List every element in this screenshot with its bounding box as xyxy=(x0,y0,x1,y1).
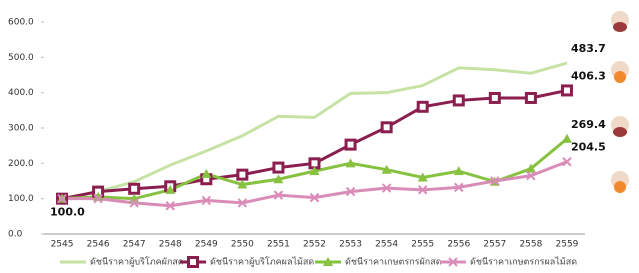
legend-label: ดัชนีราคาเกษตรกรผลไม้สด xyxy=(470,257,577,268)
marker xyxy=(382,123,391,132)
marker xyxy=(562,86,571,95)
x-tick-label: 2549 xyxy=(195,240,218,250)
page: {"chart_data": {"type": "line", "categor… xyxy=(0,0,639,273)
x-tick-label: 2546 xyxy=(87,240,110,250)
marker xyxy=(454,96,463,105)
value-label: 100.0 xyxy=(50,206,85,219)
x-tick-label: 2554 xyxy=(375,240,398,250)
x-tick-label: 2545 xyxy=(51,240,74,250)
y-tick-label: 0.0 xyxy=(8,230,23,240)
x-tick-label: 2553 xyxy=(339,240,362,250)
y-tick-label: 500.0 xyxy=(8,53,34,63)
x-tick-label: 2559 xyxy=(556,240,579,250)
y-tick-label: 100.0 xyxy=(8,194,34,204)
marker xyxy=(346,140,355,149)
x-tick-label: 2557 xyxy=(483,240,506,250)
y-tick-label: 200.0 xyxy=(8,159,34,169)
value-label: 406.3 xyxy=(571,69,606,82)
x-tick-label: 2548 xyxy=(159,240,182,250)
value-label: 269.4 xyxy=(571,118,606,131)
marker xyxy=(418,102,427,111)
y-tick-label: 400.0 xyxy=(8,88,34,98)
legend-label: ดัชนีราคาผู้บริโภคผักสด xyxy=(90,257,184,268)
marker xyxy=(238,170,247,179)
x-tick-label: 2547 xyxy=(123,240,146,250)
marker xyxy=(189,258,198,267)
x-tick-label: 2550 xyxy=(231,240,254,250)
marker xyxy=(274,163,283,172)
y-tick-label: 600.0 xyxy=(8,18,34,28)
x-tick-label: 2552 xyxy=(303,240,326,250)
value-label: 483.7 xyxy=(571,42,606,55)
marker xyxy=(526,93,535,102)
y-tick-label: 300.0 xyxy=(8,124,34,134)
legend-label: ดัชนีราคาผู้บริโภคผลไม้สด xyxy=(210,257,314,268)
x-tick-label: 2551 xyxy=(267,240,290,250)
marker xyxy=(490,93,499,102)
legend-label: ดัชนีราคาเกษตรกรผักสด xyxy=(345,257,442,268)
x-tick-label: 2555 xyxy=(411,240,434,250)
x-tick-label: 2556 xyxy=(447,240,470,250)
marker xyxy=(130,184,139,193)
x-tick-label: 2558 xyxy=(519,240,542,250)
icons xyxy=(611,11,629,193)
value-label: 204.5 xyxy=(571,141,606,154)
chart: 0.0 100.0 200.0 300.0 400.0 500.0 600.0 2545 254… xyxy=(0,0,639,273)
